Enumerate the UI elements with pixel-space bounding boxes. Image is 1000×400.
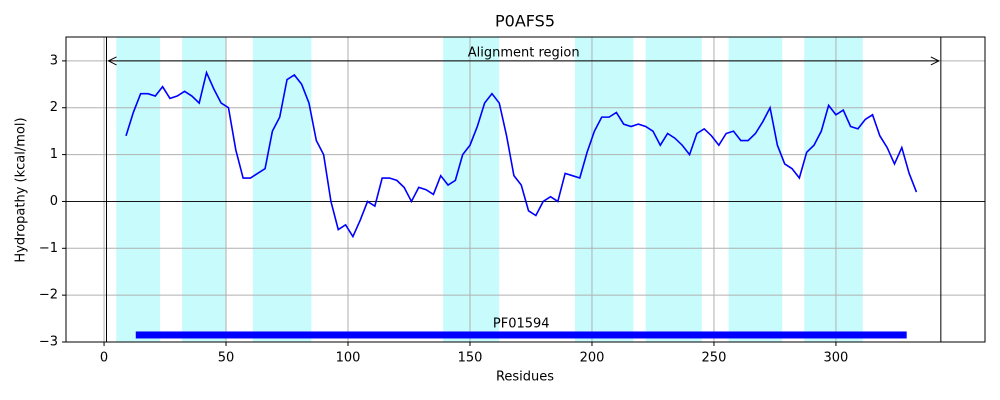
region-span	[116, 37, 161, 342]
hydropathy-line	[125, 70, 918, 239]
y-tick-label: 0	[50, 194, 58, 209]
annotation-label: Alignment region	[468, 45, 580, 60]
chart-title: P0AFS5	[495, 12, 555, 31]
region-span	[252, 37, 312, 342]
region-span	[443, 37, 500, 342]
region-span	[574, 37, 634, 342]
y-tick-label: 3	[50, 53, 58, 68]
region-span	[645, 37, 702, 342]
x-tick-label: 50	[218, 351, 235, 366]
y-axis-label: Hydropathy (kcal/mol)	[14, 117, 29, 262]
x-axis-label: Residues	[496, 370, 554, 385]
x-tick-label: 100	[336, 351, 361, 366]
domain-bar	[135, 331, 907, 339]
arrow-head	[930, 56, 940, 66]
x-tick-label: 200	[580, 351, 605, 366]
y-tick-label: −3	[39, 335, 58, 350]
domain-label: PF01594	[493, 316, 550, 331]
y-tick-label: 2	[50, 100, 58, 115]
region-span	[182, 37, 227, 342]
x-tick-label: 300	[824, 351, 849, 366]
x-tick-label: 0	[100, 351, 108, 366]
y-tick-label: −1	[39, 241, 58, 256]
x-tick-label: 150	[458, 351, 483, 366]
region-span	[804, 37, 863, 342]
arrow-head	[107, 56, 117, 66]
region-span	[728, 37, 783, 342]
x-tick-label: 250	[702, 351, 727, 366]
plot-frame	[65, 36, 986, 343]
y-tick-label: 1	[50, 147, 58, 162]
y-tick-label: −2	[39, 288, 58, 303]
